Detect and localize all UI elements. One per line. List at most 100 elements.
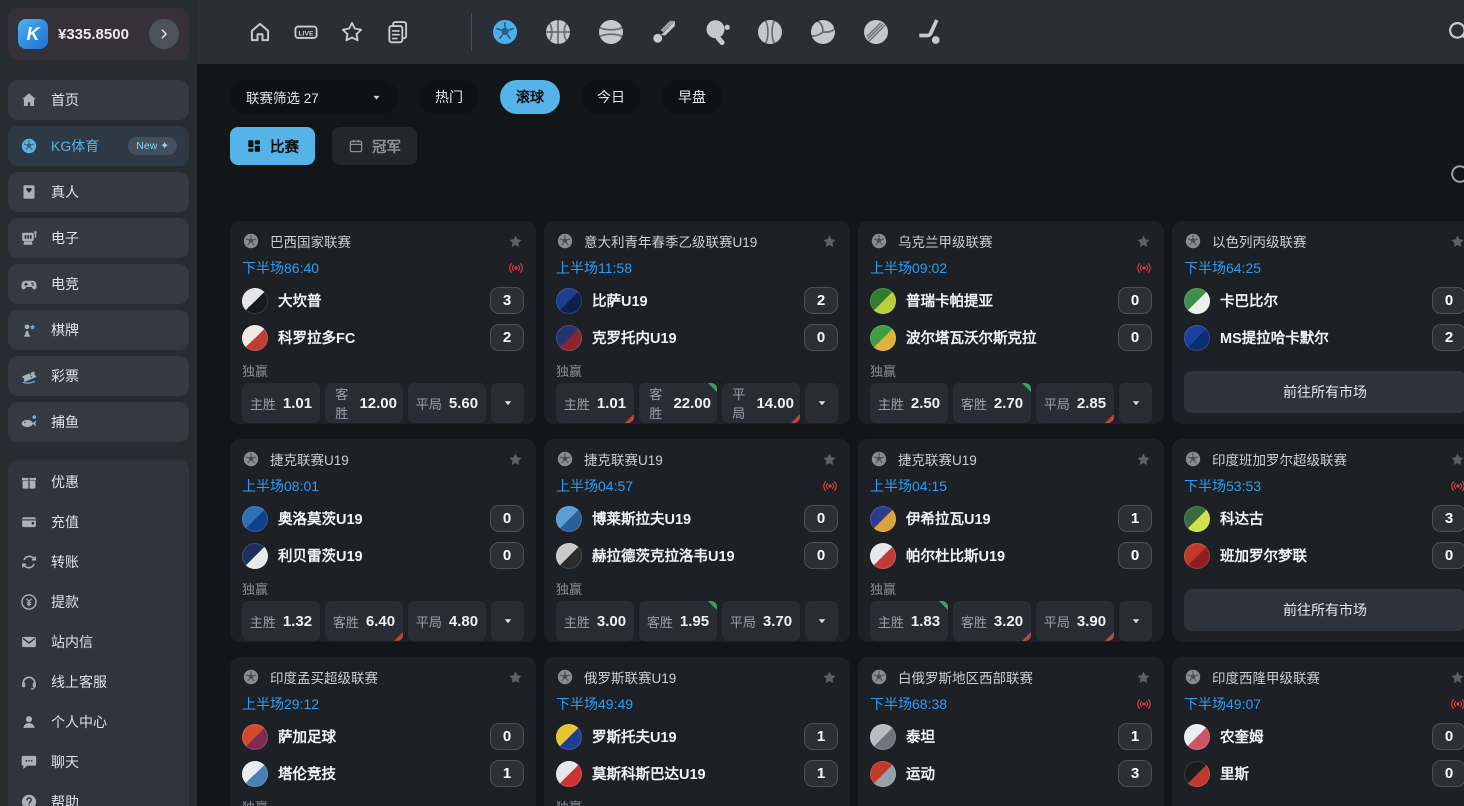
sidebar-item-live-casino[interactable]: 真人: [8, 172, 189, 212]
sport-tab-ice-hockey[interactable]: [914, 17, 944, 47]
favorite-star-icon[interactable]: [1135, 451, 1152, 468]
odds-button[interactable]: 平局 4.80: [408, 601, 486, 641]
sidebar-item-fishing[interactable]: 捕鱼: [8, 402, 189, 442]
favorite-star-icon[interactable]: [507, 669, 524, 686]
view-tab-0[interactable]: 比赛: [230, 127, 315, 165]
expand-balance-button[interactable]: [149, 19, 179, 49]
team-logo: [556, 287, 582, 314]
topnav-live-button[interactable]: LIVE: [293, 19, 319, 45]
odds-button[interactable]: 客胜 22.00: [639, 383, 717, 423]
sidebar: K ¥335.8500 首页 KG体育 New ✦ 真人 电子 电竞 棋牌 彩票 捕鱼 优惠 充值…: [0, 0, 197, 806]
sport-tab-soccer[interactable]: [490, 17, 520, 47]
odds-button[interactable]: 主胜 1.83: [870, 601, 948, 641]
odds-button[interactable]: 客胜 12.00: [325, 383, 403, 423]
team-name: 比萨U19: [592, 294, 648, 310]
odds-button[interactable]: 主胜 3.00: [556, 601, 634, 641]
odds-button[interactable]: 客胜 3.20: [953, 601, 1031, 641]
topnav-betslip-button[interactable]: [385, 19, 411, 45]
sidebar-item-profile[interactable]: 个人中心: [8, 702, 189, 742]
odds-button[interactable]: 平局 3.70: [722, 601, 800, 641]
all-markets-button[interactable]: 前往所有市场: [1184, 371, 1464, 413]
favorite-star-icon[interactable]: [1135, 233, 1152, 250]
favorite-star-icon[interactable]: [507, 451, 524, 468]
odds-value: 4.80: [448, 612, 479, 630]
sport-tab-tennis[interactable]: [596, 17, 626, 47]
favorite-star-icon[interactable]: [1449, 669, 1464, 686]
favorite-star-icon[interactable]: [1449, 233, 1464, 250]
favorite-star-icon[interactable]: [1135, 669, 1152, 686]
sidebar-item-label: 棋牌: [51, 322, 79, 338]
card-header: 捷克联赛U19: [242, 449, 524, 469]
favorite-star-icon[interactable]: [821, 669, 838, 686]
score-badge: 0: [804, 505, 838, 532]
sport-tab-badminton[interactable]: [649, 17, 679, 47]
ice-hockey-icon: [914, 17, 944, 47]
favorite-star-icon[interactable]: [821, 451, 838, 468]
league-filter-dropdown[interactable]: 联赛筛选 27: [230, 80, 398, 114]
expand-odds-button[interactable]: [491, 383, 524, 423]
sidebar-item-transfer[interactable]: 转账: [8, 542, 189, 582]
search-icon[interactable]: [1446, 19, 1464, 45]
filter-pill-3[interactable]: 早盘: [662, 80, 722, 114]
sport-tab-cricket[interactable]: [861, 17, 891, 47]
topnav-favorites-button[interactable]: [339, 19, 365, 45]
sidebar-item-board-games[interactable]: 棋牌: [8, 310, 189, 350]
sidebar-item-lottery[interactable]: 彩票: [8, 356, 189, 396]
favorite-star-icon[interactable]: [1449, 451, 1464, 468]
odds-button[interactable]: 主胜 1.01: [242, 383, 320, 423]
odds-row: 主胜 1.01 客胜 22.00 平局 14.00: [556, 383, 838, 423]
sport-tab-volleyball[interactable]: [808, 17, 838, 47]
sidebar-item-withdraw[interactable]: 提款: [8, 582, 189, 622]
odds-button[interactable]: 客胜 2.70: [953, 383, 1031, 423]
odds-button[interactable]: 主胜 1.32: [242, 601, 320, 641]
sidebar-item-slots[interactable]: 电子: [8, 218, 189, 258]
sidebar-item-help[interactable]: 帮助: [8, 782, 189, 806]
expand-odds-button[interactable]: [805, 601, 838, 641]
market-label: 独赢: [556, 364, 583, 379]
odds-button[interactable]: 客胜 1.95: [639, 601, 717, 641]
odds-button[interactable]: 平局 3.90: [1036, 601, 1114, 641]
sport-tab-baseball[interactable]: [755, 17, 785, 47]
odds-button[interactable]: 主胜 1.01: [556, 383, 634, 423]
sidebar-item-chat[interactable]: 聊天: [8, 742, 189, 782]
league-name: 印度孟买超级联赛: [270, 671, 378, 686]
odds-button[interactable]: 平局 14.00: [722, 383, 800, 423]
odds-value: 6.40: [365, 612, 396, 630]
match-time: 下半场49:49: [556, 696, 634, 712]
sidebar-item-home[interactable]: 首页: [8, 80, 189, 120]
expand-odds-button[interactable]: [491, 601, 524, 641]
odds-button[interactable]: 平局 5.60: [408, 383, 486, 423]
team-logo: [242, 324, 268, 351]
caret-down-icon: [816, 615, 828, 627]
sidebar-item-customer-service[interactable]: 线上客服: [8, 662, 189, 702]
sport-tab-basketball[interactable]: [543, 17, 573, 47]
expand-odds-button[interactable]: [1119, 601, 1152, 641]
favorite-star-icon[interactable]: [821, 233, 838, 250]
sidebar-item-deposit[interactable]: 充值: [8, 502, 189, 542]
odds-button[interactable]: 平局 2.85: [1036, 383, 1114, 423]
topnav-home-button[interactable]: [247, 19, 273, 45]
odds-button[interactable]: 主胜 2.50: [870, 383, 948, 423]
sport-tab-table-tennis[interactable]: [702, 17, 732, 47]
sidebar-item-promotions[interactable]: 优惠: [8, 462, 189, 502]
sidebar-item-messages[interactable]: 站内信: [8, 622, 189, 662]
mail-icon: [20, 633, 38, 651]
view-tab-1[interactable]: 冠军: [332, 127, 417, 165]
filter-pill-0[interactable]: 热门: [419, 80, 479, 114]
all-markets-button[interactable]: 前往所有市场: [1184, 589, 1464, 631]
sidebar-item-esports[interactable]: 电竞: [8, 264, 189, 304]
chess-icon: [20, 321, 38, 339]
favorite-star-icon[interactable]: [507, 233, 524, 250]
refresh-icon[interactable]: [1448, 162, 1464, 186]
odds-button[interactable]: 客胜 6.40: [325, 601, 403, 641]
team-logo: [242, 723, 268, 750]
odds-value: 3.70: [762, 612, 793, 630]
filter-pill-2[interactable]: 今日: [581, 80, 641, 114]
expand-odds-button[interactable]: [805, 383, 838, 423]
league-soccer-icon: [1184, 232, 1202, 250]
score-badge: 0: [1432, 723, 1464, 750]
sidebar-item-kg-sports[interactable]: KG体育 New ✦: [8, 126, 189, 166]
filter-pill-1[interactable]: 滚球: [500, 80, 560, 114]
expand-odds-button[interactable]: [1119, 383, 1152, 423]
score-badge: 3: [1118, 760, 1152, 787]
